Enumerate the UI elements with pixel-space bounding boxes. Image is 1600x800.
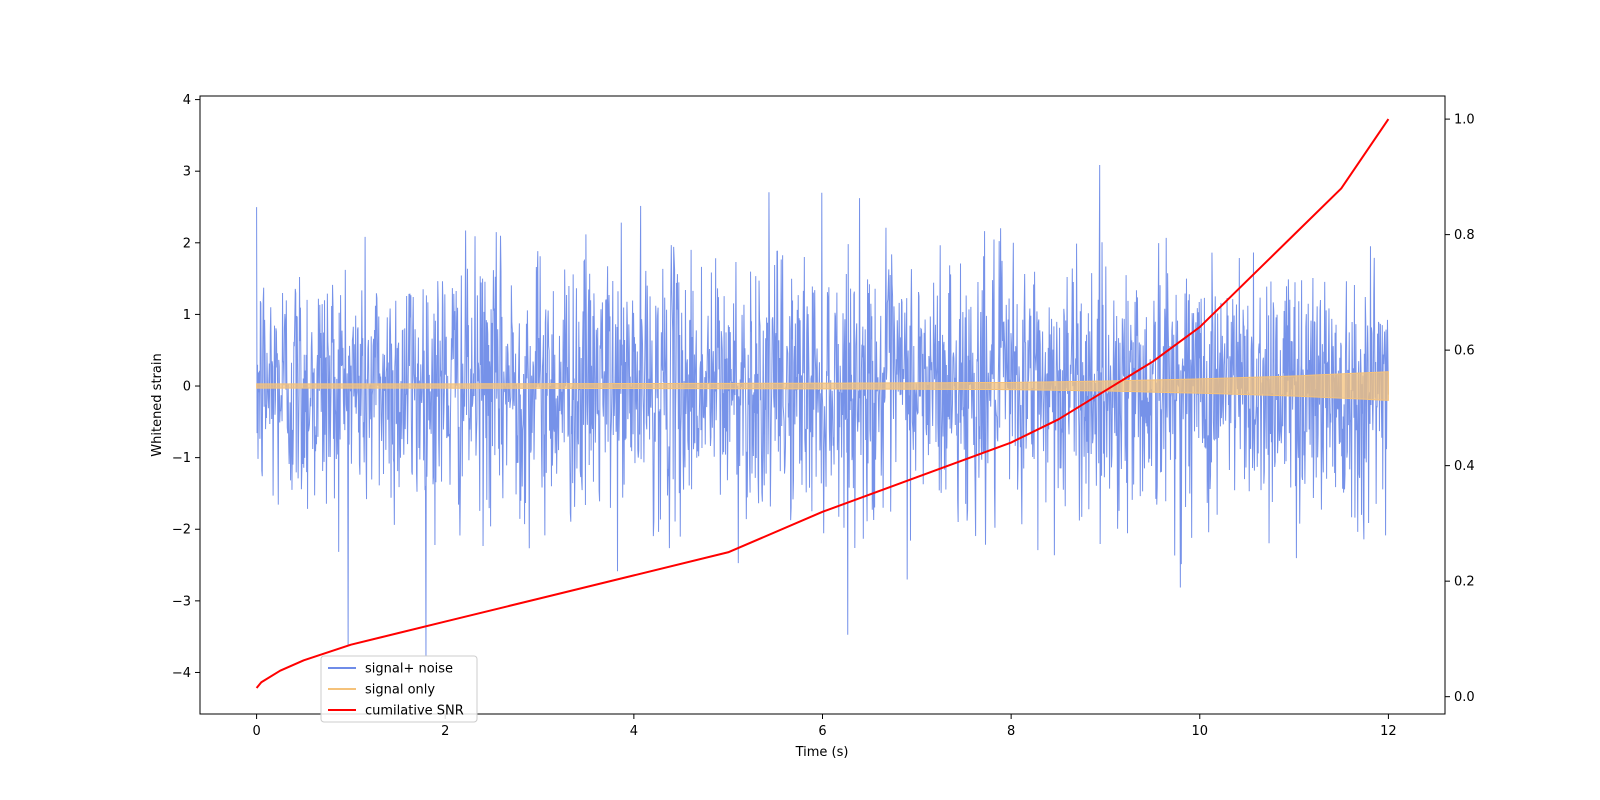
legend-box xyxy=(320,655,478,723)
y2-tick-label: 1.0 xyxy=(1454,113,1475,128)
legend: signal+ noise signal only cumilative SNR xyxy=(320,655,478,723)
y-tick-label: 4 xyxy=(183,93,191,108)
x-tick-label: 4 xyxy=(630,724,638,739)
x-tick-label: 8 xyxy=(1007,724,1015,739)
y2-tick-label: 0.4 xyxy=(1454,459,1475,474)
series-signal-noise-line xyxy=(256,164,1389,657)
x-tick-label: 10 xyxy=(1191,724,1208,739)
y2-tick-label: 0.0 xyxy=(1454,690,1475,705)
y-tick-label: 0 xyxy=(183,380,191,395)
plot-area xyxy=(255,118,1390,689)
y-tick-label: 3 xyxy=(183,165,191,180)
x-tick-label: 0 xyxy=(252,724,260,739)
y2-tick-label: 0.6 xyxy=(1454,344,1475,359)
y2-tick-label: 0.2 xyxy=(1454,575,1475,590)
y-tick-label: −2 xyxy=(172,523,191,538)
x-axis-label: Time (s) xyxy=(795,745,849,760)
legend-label-signal-noise: signal+ noise xyxy=(365,662,453,677)
y-tick-label: 2 xyxy=(183,236,191,251)
x-tick-label: 2 xyxy=(441,724,449,739)
y-axis-label: Whitened strain xyxy=(150,353,165,456)
y-tick-label: −3 xyxy=(172,594,191,609)
y-tick-label: −4 xyxy=(172,666,191,681)
y-tick-label: 1 xyxy=(183,308,191,323)
y-tick-label: −1 xyxy=(172,451,191,466)
x-tick-label: 6 xyxy=(818,724,826,739)
x-tick-label: 12 xyxy=(1380,724,1397,739)
legend-label-signal-only: signal only xyxy=(365,683,435,698)
y2-tick-label: 0.8 xyxy=(1454,228,1475,243)
legend-label-cumulative-snr: cumilative SNR xyxy=(365,704,464,719)
series-cumulative-snr-line xyxy=(255,118,1390,689)
series-signal-only-band xyxy=(256,371,1389,401)
